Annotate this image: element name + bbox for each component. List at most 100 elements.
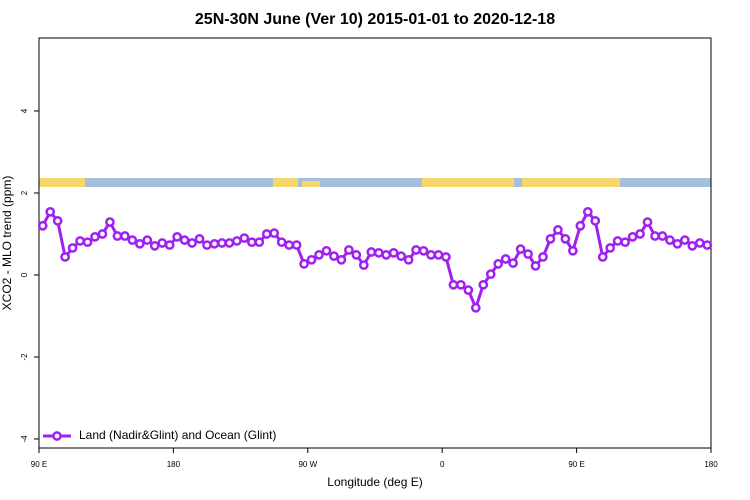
y-axis-label: XCO2 - MLO trend (ppm) <box>0 176 14 311</box>
point <box>642 217 653 227</box>
point <box>120 231 130 241</box>
point <box>411 245 421 255</box>
point <box>396 251 406 261</box>
point <box>575 220 586 231</box>
point <box>358 260 369 270</box>
point <box>299 259 309 269</box>
point <box>246 237 257 248</box>
point <box>45 206 56 217</box>
point <box>530 261 541 271</box>
point <box>187 238 197 248</box>
point <box>321 245 332 256</box>
point <box>37 220 48 231</box>
point <box>568 245 578 256</box>
point <box>627 232 638 242</box>
x-tick-label: 180 <box>704 460 718 469</box>
point <box>67 243 78 253</box>
point <box>672 238 683 249</box>
point <box>597 252 608 262</box>
point <box>388 247 399 258</box>
point <box>239 233 250 243</box>
point <box>560 234 571 244</box>
y-tick-label: 0 <box>20 272 29 277</box>
point <box>605 243 616 253</box>
x-tick-label: 90 E <box>568 460 584 469</box>
map-strip <box>39 178 711 187</box>
point <box>306 254 317 265</box>
point <box>291 240 302 250</box>
point <box>149 241 160 251</box>
y-tick-label: 4 <box>20 108 29 113</box>
y-tick-label: -2 <box>20 353 29 361</box>
point <box>508 258 518 268</box>
point <box>329 251 339 261</box>
x-tick-label: 90 W <box>298 460 317 469</box>
point <box>157 238 168 248</box>
point <box>217 238 227 248</box>
series-line <box>41 209 708 313</box>
point <box>433 250 444 260</box>
point <box>381 250 392 260</box>
point <box>470 302 481 313</box>
point <box>620 237 630 248</box>
point <box>142 235 153 245</box>
point <box>590 216 601 226</box>
point <box>202 240 212 250</box>
point <box>680 235 690 245</box>
point <box>463 285 474 295</box>
point <box>441 252 451 262</box>
point <box>261 229 272 239</box>
point <box>82 237 93 248</box>
point <box>485 269 496 280</box>
point <box>90 232 100 242</box>
point <box>366 247 377 257</box>
point <box>112 231 123 241</box>
x-tick-label: 0 <box>440 460 445 469</box>
point <box>336 254 347 265</box>
point <box>105 217 115 227</box>
y-tick-label: 2 <box>20 190 29 195</box>
point <box>344 245 354 255</box>
point <box>97 229 108 239</box>
point <box>523 249 533 259</box>
point <box>418 245 429 256</box>
point <box>134 238 145 249</box>
point <box>635 229 645 239</box>
point <box>209 238 220 249</box>
point <box>553 225 563 235</box>
point <box>612 236 623 246</box>
point <box>179 235 190 245</box>
x-axis-label: Longitude (deg E) <box>327 475 422 489</box>
point <box>456 279 466 290</box>
chart-title: 25N-30N June (Ver 10) 2015-01-01 to 2020… <box>195 11 555 28</box>
point <box>351 250 362 260</box>
point <box>232 236 242 246</box>
legend-label: Land (Nadir&Glint) and Ocean (Glint) <box>79 428 276 442</box>
point <box>582 206 593 217</box>
point <box>194 234 205 244</box>
point <box>515 244 526 254</box>
point <box>127 235 138 245</box>
point <box>702 240 713 250</box>
point <box>164 240 175 250</box>
point <box>60 252 70 262</box>
point <box>478 279 489 290</box>
y-tick-label: -4 <box>20 435 29 443</box>
point <box>545 234 556 244</box>
point <box>373 247 384 258</box>
legend-marker <box>52 431 62 441</box>
point <box>254 237 265 248</box>
point <box>657 231 668 241</box>
point <box>538 252 548 262</box>
point <box>284 240 294 250</box>
point <box>314 250 324 260</box>
point <box>448 279 459 290</box>
x-tick-label: 180 <box>167 460 181 469</box>
point <box>650 231 660 241</box>
point <box>493 259 504 269</box>
point <box>694 238 705 248</box>
point <box>269 228 280 239</box>
point <box>52 216 63 226</box>
point <box>276 237 287 248</box>
